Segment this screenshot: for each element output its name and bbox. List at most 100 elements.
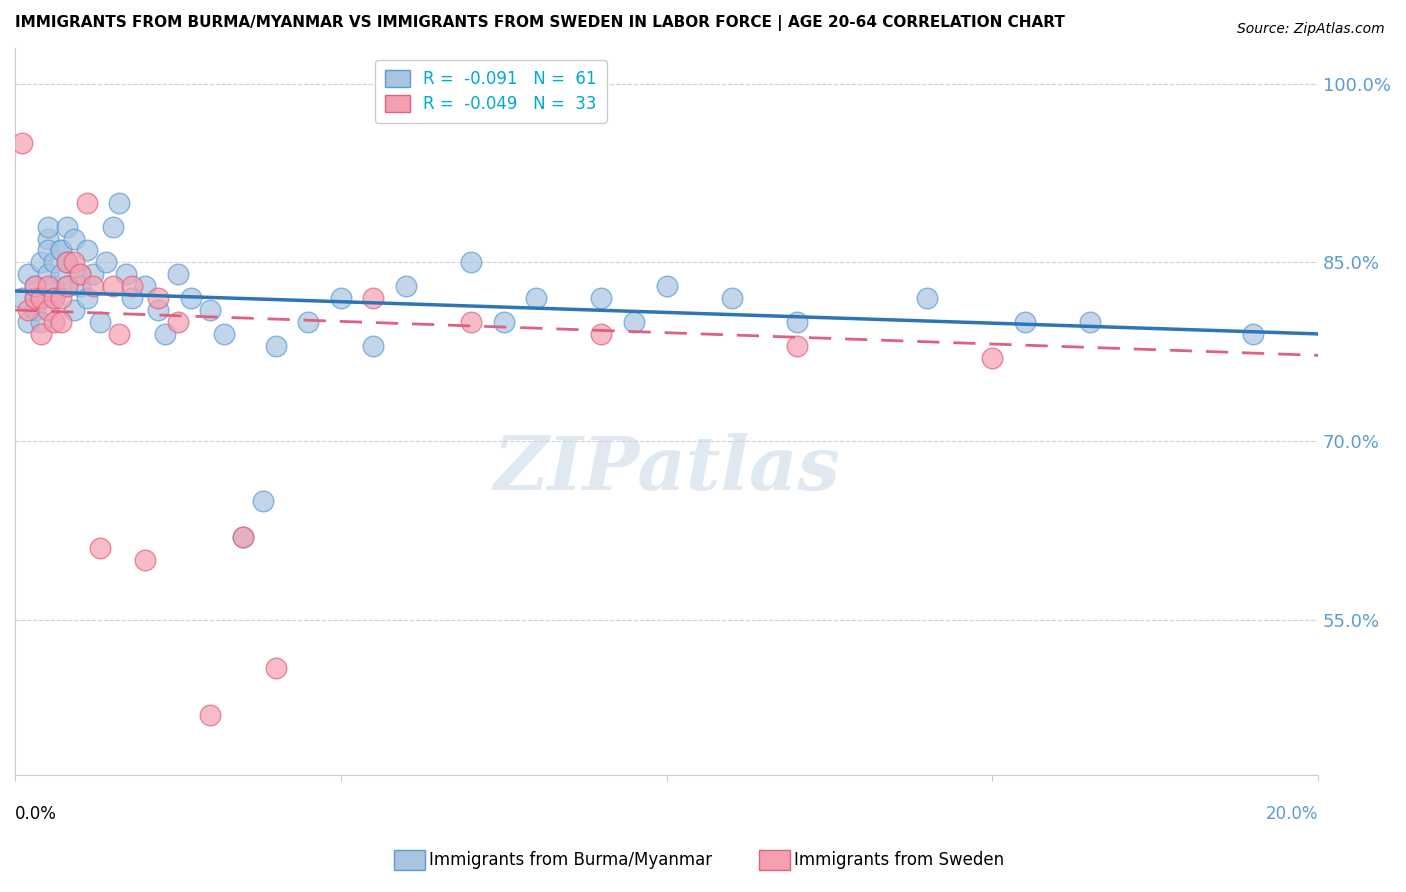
Point [24,279,46,293]
Text: 0.0%: 0.0% [15,805,56,823]
Point [76,195,98,210]
Point [62,255,84,269]
Point [89,315,111,329]
Point [264,339,287,353]
Text: Source: ZipAtlas.com: Source: ZipAtlas.com [1237,22,1385,37]
Point [720,291,742,305]
Point [121,279,143,293]
Point [591,326,613,341]
Point [89,541,111,556]
Point [42,291,65,305]
Point [101,219,124,234]
Point [591,291,613,305]
Point [17,315,39,329]
Point [623,315,645,329]
Point [297,315,319,329]
Point [62,231,84,245]
Point [82,268,104,282]
Point [30,291,52,305]
Point [121,291,143,305]
Point [1078,315,1101,329]
Point [167,315,190,329]
Point [153,326,176,341]
Point [148,303,170,318]
Point [56,255,79,269]
Point [363,291,385,305]
Legend: R =  -0.091   N =  61, R =  -0.049   N =  33: R = -0.091 N = 61, R = -0.049 N = 33 [375,60,606,123]
Point [1241,326,1264,341]
Point [17,303,39,318]
Point [30,326,52,341]
Point [56,255,79,269]
Point [56,279,79,293]
Point [76,291,98,305]
Point [82,279,104,293]
Point [212,326,235,341]
Point [49,244,72,258]
Point [786,315,808,329]
Point [37,279,59,293]
Point [981,351,1004,365]
Point [69,268,91,282]
Point [114,268,136,282]
Point [30,255,52,269]
Point [42,315,65,329]
Point [30,315,52,329]
Point [148,291,170,305]
Point [101,279,124,293]
Point [30,291,52,305]
Point [56,219,79,234]
Point [108,326,131,341]
Point [264,660,287,674]
Point [37,231,59,245]
Point [232,529,254,543]
Point [915,291,938,305]
Point [492,315,515,329]
Text: 20.0%: 20.0% [1265,805,1319,823]
Point [167,268,190,282]
Point [69,279,91,293]
Point [56,279,79,293]
Point [62,303,84,318]
Point [524,291,547,305]
Point [232,529,254,543]
Point [42,279,65,293]
Point [10,291,32,305]
Point [786,339,808,353]
Point [17,268,39,282]
Point [134,279,156,293]
Point [460,315,482,329]
Point [24,279,46,293]
Text: Immigrants from Sweden: Immigrants from Sweden [794,851,1004,869]
Point [200,708,222,723]
Point [363,339,385,353]
Text: IMMIGRANTS FROM BURMA/MYANMAR VS IMMIGRANTS FROM SWEDEN IN LABOR FORCE | AGE 20-: IMMIGRANTS FROM BURMA/MYANMAR VS IMMIGRA… [15,15,1064,31]
Point [69,268,91,282]
Point [96,255,118,269]
Point [329,291,352,305]
Point [42,255,65,269]
Point [655,279,678,293]
Point [37,219,59,234]
Point [37,268,59,282]
Point [10,136,32,151]
Point [1014,315,1036,329]
Point [76,244,98,258]
Text: ZIPatlas: ZIPatlas [494,434,839,506]
Point [252,493,274,508]
Point [460,255,482,269]
Point [24,303,46,318]
Point [49,268,72,282]
Point [37,303,59,318]
Text: Immigrants from Burma/Myanmar: Immigrants from Burma/Myanmar [429,851,711,869]
Point [49,244,72,258]
Point [49,315,72,329]
Point [24,291,46,305]
Point [108,195,131,210]
Point [180,291,202,305]
Point [49,291,72,305]
Point [37,244,59,258]
Point [200,303,222,318]
Point [395,279,418,293]
Point [134,553,156,567]
